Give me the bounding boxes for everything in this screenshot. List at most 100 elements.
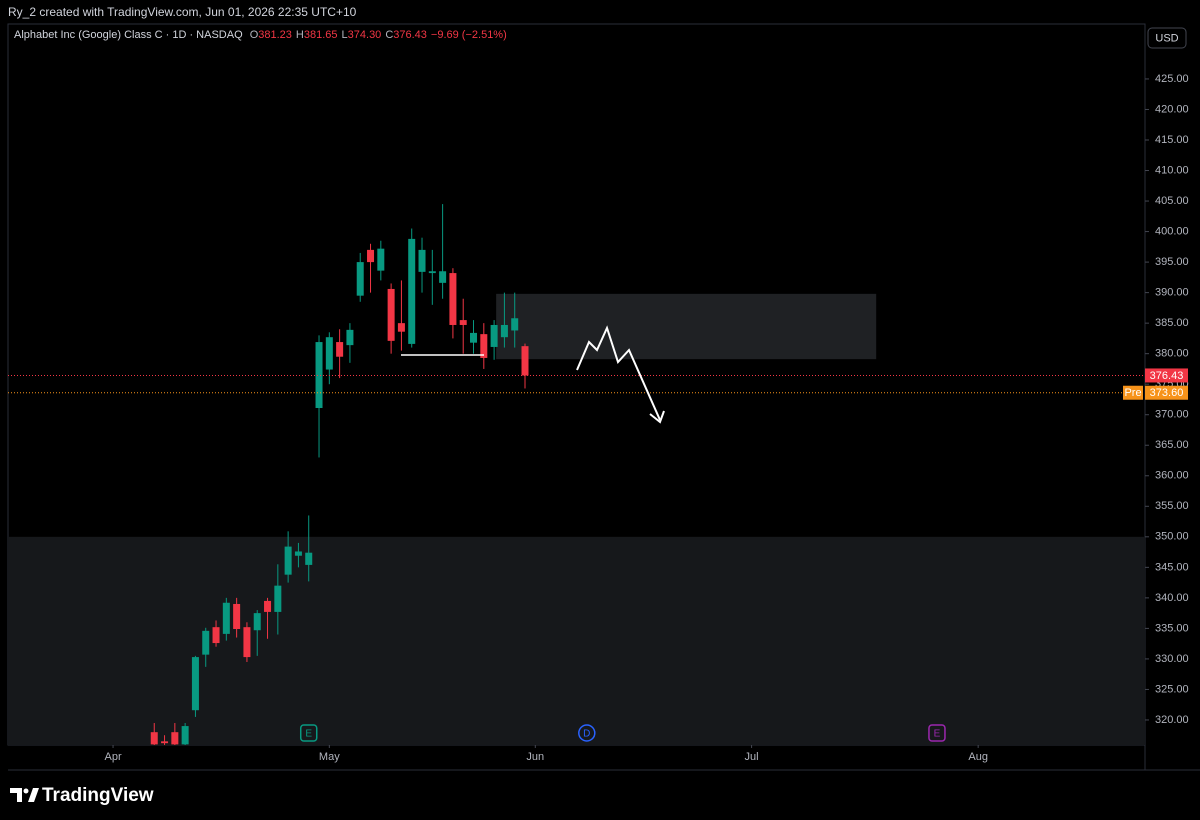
ohlc-value: 374.30 (347, 29, 382, 41)
event-marker (299, 724, 318, 742)
candle-body (459, 320, 467, 325)
change: −9.69 (−2.51%) (430, 29, 507, 41)
candle-body (470, 332, 478, 343)
candle-body (161, 741, 169, 744)
candle-body (171, 732, 179, 745)
y-tick-label: 390.00 (1155, 287, 1189, 299)
candle-body (408, 238, 416, 344)
candle-body (397, 323, 405, 332)
candle-body (191, 657, 199, 711)
y-tick-label: 335.00 (1155, 622, 1189, 634)
drawing (401, 325, 665, 424)
y-tick-label: 380.00 (1155, 348, 1189, 360)
candle-body (387, 288, 395, 341)
candle-body (305, 552, 313, 565)
candle-body (325, 337, 333, 370)
candle-body (181, 726, 189, 745)
candle-body (233, 603, 241, 630)
event-label: D (583, 729, 590, 740)
logo-icon (28, 788, 39, 802)
y-tick-label: 340.00 (1155, 592, 1189, 604)
y-tick-label: 365.00 (1155, 439, 1189, 451)
logo-icon (10, 788, 22, 802)
brand: TradingView (42, 785, 154, 806)
y-tick-label: 410.00 (1155, 164, 1189, 176)
candle-body (284, 546, 292, 575)
ohlc-key: C (385, 29, 394, 41)
candle-body (356, 262, 364, 296)
zone (496, 293, 877, 360)
pre-price-label: 373.60 (1150, 387, 1184, 399)
y-tick-label: 370.00 (1155, 409, 1189, 421)
candle-body (150, 732, 158, 745)
currency-button[interactable] (1147, 27, 1187, 49)
candle-body (222, 602, 230, 634)
y-tick-label: 360.00 (1155, 470, 1189, 482)
y-tick-label: 355.00 (1155, 500, 1189, 512)
last-price-tag (1145, 368, 1188, 383)
y-tick-label: 350.00 (1155, 531, 1189, 543)
y-tick-label: 405.00 (1155, 195, 1189, 207)
candle-body (418, 249, 426, 272)
event-marker (578, 724, 596, 742)
ohlc-value: 381.23 (258, 29, 292, 41)
candle-body (377, 248, 385, 271)
candle-body (521, 346, 529, 376)
y-tick-label: 385.00 (1155, 317, 1189, 329)
y-tick-label: 415.00 (1155, 134, 1189, 146)
y-tick-label: 345.00 (1155, 561, 1189, 573)
candle-body (212, 627, 220, 644)
y-tick-label: 395.00 (1155, 256, 1189, 268)
x-tick-label: Apr (104, 751, 121, 763)
event-label: E (305, 729, 312, 740)
legend: Alphabet Inc (Google) Class C · 1D · NAS… (14, 29, 511, 41)
pre-price-tag (1145, 385, 1188, 400)
candle-body (490, 324, 498, 347)
y-tick-label: 420.00 (1155, 103, 1189, 115)
y-tick-label: 325.00 (1155, 683, 1189, 695)
ohlc-value: 381.65 (303, 29, 338, 41)
candle-body (274, 585, 282, 612)
x-tick-label: Jun (526, 751, 544, 763)
currency: USD (1155, 32, 1178, 44)
projection-arrow (576, 325, 661, 421)
pre-label: Pre (1124, 387, 1141, 399)
ohlc-key: O (249, 29, 259, 41)
candle-body (264, 600, 272, 612)
event-marker (928, 724, 946, 742)
event-label: E (934, 729, 941, 740)
credit: Ry_2 created with TradingView.com, Jun 0… (8, 5, 357, 19)
candle-body (367, 249, 375, 263)
x-tick-label: May (319, 751, 340, 763)
y-tick-label: 425.00 (1155, 73, 1189, 85)
x-tick-label: Aug (968, 751, 988, 763)
last-price-label: 376.43 (1150, 370, 1184, 382)
candle-body (243, 627, 251, 658)
symbol-title: Alphabet Inc (Google) Class C · 1D · NAS… (14, 29, 243, 41)
y-tick-label: 400.00 (1155, 225, 1189, 237)
pre-tag (1123, 385, 1143, 400)
candle-body (202, 630, 210, 655)
candle-body (428, 271, 436, 274)
zone (8, 536, 1145, 745)
candle-body (439, 271, 447, 283)
candle-body (253, 613, 261, 631)
candle-body (500, 324, 508, 338)
y-tick-label: 320.00 (1155, 714, 1189, 726)
ohlc-key: H (295, 29, 304, 41)
candle-body (480, 334, 488, 358)
candle-body (449, 273, 457, 325)
arrow-head (649, 410, 665, 424)
ohlc-value: 376.43 (393, 29, 427, 41)
candle-body (294, 551, 302, 556)
y-tick-label: 330.00 (1155, 653, 1189, 665)
x-tick-label: Jul (745, 751, 759, 763)
logo: TradingView (10, 785, 154, 806)
candle-body (511, 318, 519, 331)
logo-icon (23, 788, 29, 794)
ohlc-key: L (341, 29, 348, 41)
candle-body (336, 342, 344, 357)
candle-body (315, 342, 323, 409)
